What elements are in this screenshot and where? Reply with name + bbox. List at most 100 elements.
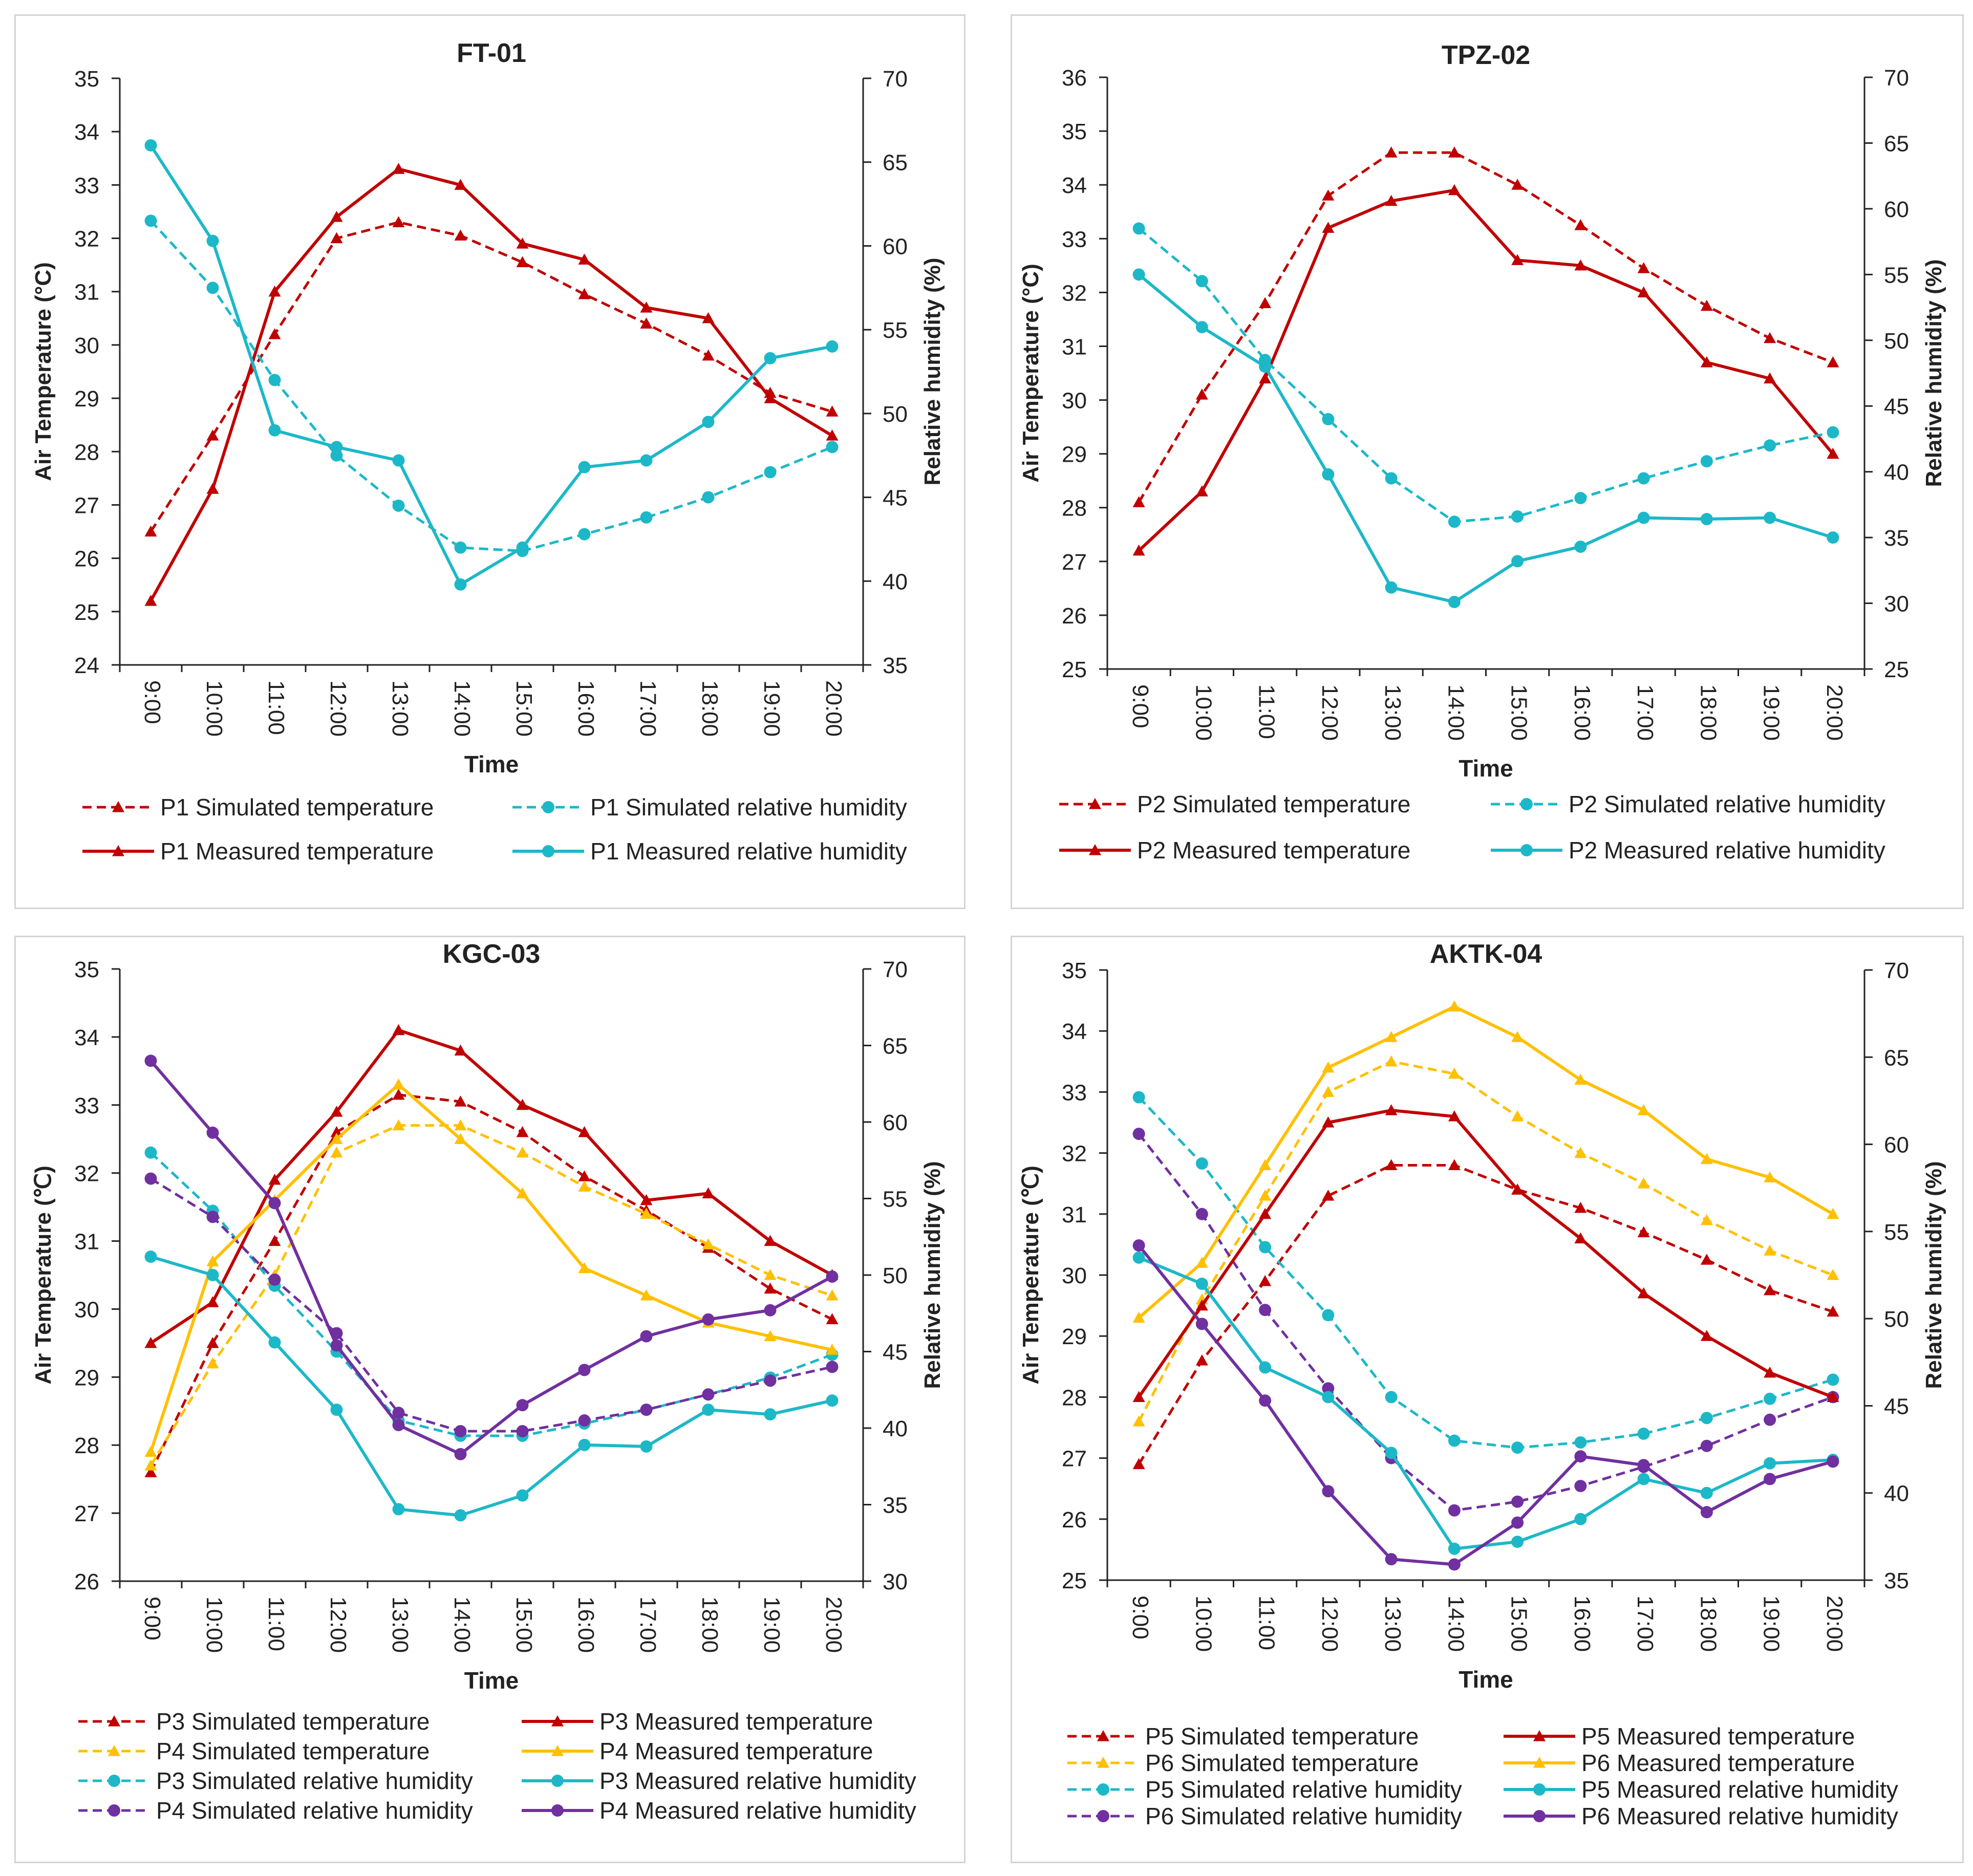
aktk-04-p5-simulated-relative-humidity-point bbox=[1448, 1434, 1461, 1447]
kgc-03-p3-measured-relative-humidity-point bbox=[826, 1394, 839, 1407]
aktk-04-p6-measured-temperature-point bbox=[1259, 1159, 1272, 1171]
aktk-04-p5-measured-temperature-line bbox=[1138, 1109, 1834, 1399]
tpz-02-left-tick-label: 36 bbox=[1062, 66, 1087, 91]
ft-01-legend-p1-simulated-relative-humidity-label: P1 Simulated relative humidity bbox=[590, 794, 907, 821]
ft-01-p1-measured-relative-humidity-point bbox=[268, 424, 281, 437]
ft-01-left-tick-label: 35 bbox=[74, 67, 99, 92]
ft-01-p1-measured-relative-humidity-point bbox=[206, 234, 219, 247]
aktk-04-legend-p6-simulated-relative-humidity-swatch-marker bbox=[1097, 1810, 1109, 1822]
kgc-03-x-axis-title: Time bbox=[464, 1667, 519, 1694]
kgc-03-legend-p3-simulated-temperature-swatch-marker bbox=[108, 1715, 120, 1727]
tpz-02-p2-simulated-relative-humidity-point bbox=[1637, 472, 1650, 485]
chart-svg-ft-01: FT-01 24 25 26 27 28 29 30 31 32 33 34 35 35 40 45 50 55 6… bbox=[31, 38, 945, 865]
aktk-04-left-tick-label: 35 bbox=[1062, 958, 1087, 983]
tpz-02-right-tick-label: 60 bbox=[1884, 197, 1909, 222]
chart-svg-tpz-02: TPZ-02 25 26 27 28 29 30 31 32 33 34 35 36 25 30 35 40 45… bbox=[1018, 40, 1946, 864]
tpz-02-p2-measured-temperature-point bbox=[1195, 485, 1208, 497]
aktk-04-p6-measured-temperature-point bbox=[1574, 1073, 1587, 1085]
ft-01-left-tick-label: 29 bbox=[74, 386, 99, 412]
ft-01-p1-measured-relative-humidity-point bbox=[578, 461, 591, 473]
kgc-03-p4-simulated-temperature-point bbox=[640, 1207, 653, 1219]
ft-01-x-tick-label: 18:00 bbox=[697, 680, 722, 737]
aktk-04-p6-simulated-temperature-point bbox=[1700, 1214, 1713, 1225]
tpz-02-p2-simulated-temperature-point bbox=[1448, 146, 1461, 158]
tpz-02-right-tick-label: 45 bbox=[1884, 394, 1909, 419]
ft-01-x-tick-label: 11:00 bbox=[264, 680, 289, 735]
kgc-03-y-axis-title: Air Temperature (℃) bbox=[31, 1166, 56, 1385]
aktk-04-p5-simulated-relative-humidity-point bbox=[1259, 1241, 1272, 1254]
kgc-03-p4-simulated-temperature-point bbox=[144, 1459, 157, 1471]
aktk-04-x-tick-label: 12:00 bbox=[1317, 1595, 1342, 1652]
tpz-02-x-tick-label: 17:00 bbox=[1633, 684, 1658, 741]
kgc-03-p3-simulated-temperature-point bbox=[268, 1235, 281, 1246]
kgc-03-x-tick-label: 13:00 bbox=[388, 1597, 413, 1653]
tpz-02-left-tick-label: 33 bbox=[1062, 227, 1087, 252]
kgc-03-p3-measured-relative-humidity-point bbox=[764, 1408, 777, 1421]
tpz-02-x-axis-title: Time bbox=[1459, 755, 1513, 782]
ft-01-p1-simulated-temperature-point bbox=[640, 317, 653, 329]
kgc-03-x-tick-label: 14:00 bbox=[449, 1597, 475, 1653]
tpz-02-p2-measured-relative-humidity-point bbox=[1385, 581, 1398, 594]
aktk-04-left-tick-label: 31 bbox=[1062, 1202, 1087, 1227]
tpz-02-x-tick-label: 9:00 bbox=[1128, 684, 1153, 728]
ft-01-x-axis-title: Time bbox=[464, 751, 519, 778]
ft-01-p1-simulated-temperature-point bbox=[268, 328, 281, 339]
aktk-04-p6-simulated-temperature-point bbox=[1385, 1055, 1398, 1067]
ft-01-legend-p1-measured-relative-humidity-swatch-marker bbox=[542, 845, 554, 857]
tpz-02-right-tick-label: 55 bbox=[1884, 263, 1909, 288]
aktk-04-p6-measured-relative-humidity-point bbox=[1637, 1459, 1650, 1472]
tpz-02-x-tick-label: 16:00 bbox=[1570, 684, 1595, 741]
tpz-02-legend-p2-simulated-relative-humidity-swatch-marker bbox=[1520, 798, 1533, 810]
aktk-04-p6-measured-relative-humidity-point bbox=[1764, 1473, 1776, 1485]
tpz-02-right-tick-label: 40 bbox=[1884, 460, 1909, 485]
aktk-04-p5-simulated-relative-humidity-point bbox=[1322, 1309, 1335, 1322]
kgc-03-legend-p3-measured-temperature-label: P3 Measured temperature bbox=[599, 1708, 873, 1735]
ft-01-x-tick-label: 17:00 bbox=[635, 680, 660, 737]
kgc-03-p3-measured-relative-humidity-point bbox=[330, 1404, 343, 1416]
ft-01-left-tick-label: 31 bbox=[74, 280, 99, 305]
tpz-02-p2-measured-temperature-point bbox=[1827, 447, 1839, 459]
ft-01-y-axis-title: Air Temperature (°C) bbox=[31, 262, 56, 481]
kgc-03-p4-measured-relative-humidity-point bbox=[578, 1364, 591, 1376]
tpz-02-p2-simulated-temperature-point bbox=[1322, 189, 1335, 201]
tpz-02-legend-p2-measured-relative-humidity-label: P2 Measured relative humidity bbox=[1569, 837, 1885, 864]
kgc-03-p3-simulated-temperature-point bbox=[206, 1336, 219, 1348]
aktk-04-p5-measured-temperature-point bbox=[1259, 1207, 1272, 1219]
aktk-04-p6-simulated-relative-humidity-point bbox=[1574, 1480, 1587, 1493]
aktk-04-p6-simulated-temperature-point bbox=[1448, 1067, 1461, 1079]
aktk-04-p6-simulated-temperature-point bbox=[1574, 1147, 1587, 1158]
tpz-02-left-tick-label: 27 bbox=[1062, 550, 1087, 575]
tpz-02-legend-p2-measured-temperature-swatch-marker bbox=[1089, 844, 1101, 855]
aktk-04-p5-simulated-temperature-point bbox=[1764, 1284, 1776, 1296]
tpz-02-title: TPZ-02 bbox=[1442, 40, 1530, 70]
kgc-03-legend-p4-measured-temperature-swatch-marker bbox=[551, 1745, 564, 1756]
aktk-04-p6-measured-temperature-point bbox=[1827, 1207, 1839, 1219]
kgc-03-p4-measured-temperature-point bbox=[578, 1262, 591, 1274]
ft-01-legend-p1-measured-temperature-swatch-marker bbox=[112, 845, 124, 856]
kgc-03-p4-measured-relative-humidity-point bbox=[144, 1054, 157, 1067]
aktk-04-p6-measured-relative-humidity-point bbox=[1574, 1450, 1587, 1463]
aktk-04-p5-measured-temperature-point bbox=[1637, 1287, 1650, 1299]
tpz-02-p2-simulated-temperature-point bbox=[1259, 297, 1272, 308]
aktk-04-right-tick-label: 55 bbox=[1884, 1220, 1909, 1245]
ft-01-p1-measured-temperature-point bbox=[702, 312, 715, 324]
aktk-04-x-tick-label: 19:00 bbox=[1759, 1595, 1784, 1652]
aktk-04-p5-simulated-relative-humidity-point bbox=[1764, 1392, 1776, 1405]
aktk-04-p6-measured-temperature-point bbox=[1637, 1104, 1650, 1115]
kgc-03-legend-p4-measured-relative-humidity-label: P4 Measured relative humidity bbox=[599, 1797, 916, 1824]
kgc-03-p4-measured-relative-humidity-point bbox=[764, 1304, 777, 1317]
tpz-02-p2-measured-relative-humidity-point bbox=[1132, 268, 1145, 281]
kgc-03-p4-measured-relative-humidity-point bbox=[702, 1313, 715, 1326]
tpz-02-p2-simulated-temperature-point bbox=[1511, 179, 1524, 190]
ft-01-left-tick-label: 30 bbox=[74, 333, 99, 358]
ft-01-p1-measured-temperature-point bbox=[764, 392, 777, 403]
ft-01-x-tick-label: 19:00 bbox=[759, 680, 784, 737]
aktk-04-p5-simulated-temperature-point bbox=[1827, 1305, 1839, 1317]
tpz-02-p2-simulated-relative-humidity-point bbox=[1764, 439, 1776, 452]
kgc-03-p4-measured-temperature-point bbox=[454, 1133, 467, 1144]
aktk-04-p5-simulated-relative-humidity-point bbox=[1511, 1441, 1524, 1454]
ft-01-right-tick-label: 40 bbox=[883, 569, 908, 594]
ft-01-p1-measured-temperature-point bbox=[578, 253, 591, 265]
ft-01-p1-measured-relative-humidity-point bbox=[144, 139, 157, 152]
tpz-02-x-tick-label: 10:00 bbox=[1191, 684, 1216, 741]
